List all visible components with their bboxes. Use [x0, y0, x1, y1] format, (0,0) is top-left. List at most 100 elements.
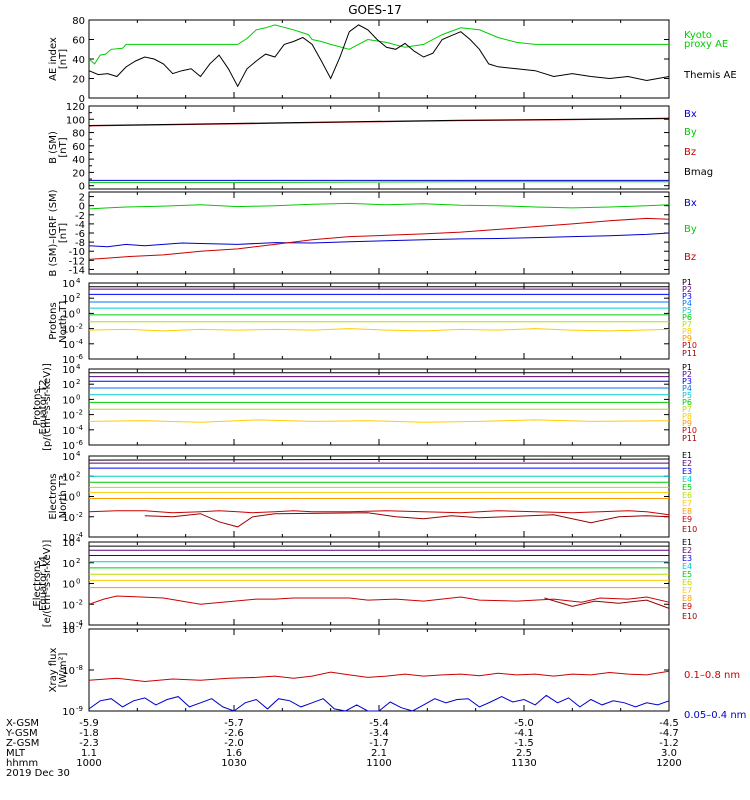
ytick-label-bigrf: -14	[69, 265, 85, 276]
legend-pe-7: P8	[682, 412, 692, 421]
legend-en-9: E10	[682, 525, 697, 534]
xaxis-value-z-gsm: -1.2	[659, 738, 679, 749]
ytick-label-bigrf: -6	[75, 229, 85, 240]
legend-pn-2: P3	[682, 292, 692, 301]
xaxis-value-z-gsm: -1.7	[369, 738, 389, 749]
ytick-label-ae: 80	[72, 16, 85, 27]
ytick-exponent-pn: 0	[76, 307, 80, 315]
legend-bigrf-0: Bx	[684, 198, 697, 209]
legend-pe-5: P6	[682, 398, 692, 407]
ytick-exponent-ee: 2	[76, 557, 80, 565]
legend-ee-4: E5	[682, 570, 692, 579]
ylabel-xray: Xray flux	[48, 648, 59, 693]
ytick-label-bsm: 100	[66, 115, 85, 126]
xaxis-value-hhmm: 1030	[221, 758, 246, 769]
ytick-label-ee: 10	[62, 621, 75, 632]
ytick-label-bsm: 120	[66, 102, 85, 113]
ytick-label-pn: 10	[62, 309, 75, 320]
ytick-label-en: 10	[62, 452, 75, 463]
xaxis-value-x-gsm: -5.9	[79, 718, 99, 729]
ylabel-pe: Protons	[32, 388, 43, 425]
ytick-label-ae: 0	[79, 94, 85, 105]
legend-pe-8: P9	[682, 419, 692, 428]
legend-ee-5: E6	[682, 578, 692, 587]
legend-ee-6: E7	[682, 586, 692, 595]
ytick-exponent-pn: -4	[76, 338, 84, 346]
legend-bsm-3: Bmag	[684, 167, 713, 178]
xaxis-value-x-gsm: -5.4	[369, 718, 389, 729]
xaxis-value-mlt: 3.0	[661, 748, 677, 759]
ytick-label-ae: 20	[72, 75, 85, 86]
ytick-label-xray: 10	[62, 625, 75, 636]
xaxis-value-x-gsm: -5.0	[514, 718, 534, 729]
ytick-exponent-pn: 2	[76, 292, 80, 300]
legend-en-0: E1	[682, 451, 692, 460]
ytick-label-pn: 10	[62, 340, 75, 351]
ytick-label-bsm: 40	[72, 155, 85, 166]
legend-pn-8: P9	[682, 334, 692, 343]
series-en-e10	[144, 512, 670, 528]
xaxis-value-y-gsm: -4.7	[659, 728, 679, 739]
ylabel-en: Electrons	[48, 473, 59, 519]
legend-pn-1: P2	[682, 285, 692, 294]
ytick-label-ae: 60	[72, 36, 85, 47]
ytick-exponent-ee: 0	[76, 578, 80, 586]
ytick-label-ee: 10	[62, 538, 75, 549]
ytick-label-en: 10	[62, 533, 75, 544]
xaxis-value-y-gsm: -4.1	[514, 728, 534, 739]
ytick-label-bigrf: -2	[75, 211, 85, 222]
legend-en-8: E9	[682, 515, 692, 524]
series-ee-e10	[544, 597, 670, 609]
ytick-label-pe: 10	[62, 380, 75, 391]
ytick-exponent-pe: -4	[76, 424, 84, 432]
ytick-label-bsm: 80	[72, 129, 85, 140]
ytick-label-en: 10	[62, 493, 75, 504]
legend-bigrf-2: Bz	[684, 252, 696, 263]
ytick-label-ae: 40	[72, 55, 85, 66]
legend-xray-0: 0.1–0.8 nm	[684, 670, 740, 681]
legend-pe-3: P4	[682, 384, 692, 393]
ytick-label-pe: 10	[62, 395, 75, 406]
xaxis-value-mlt: 1.1	[81, 748, 97, 759]
ytick-label-bigrf: -12	[69, 256, 85, 267]
legend-pn-10: P11	[682, 349, 697, 358]
ytick-label-pn: 10	[62, 294, 75, 305]
legend-xray-1: 0.05–0.4 nm	[684, 710, 746, 721]
legend-pe-9: P10	[682, 426, 697, 435]
xaxis-value-mlt: 2.1	[371, 748, 387, 759]
legend-en-1: E2	[682, 459, 692, 468]
series-bigrf-bx	[88, 232, 670, 248]
xaxis-row-label-mlt: MLT	[6, 748, 26, 759]
plot-title: GOES-17	[348, 3, 402, 17]
ytick-exponent-xray: -9	[76, 705, 83, 713]
legend-pe-10: P11	[682, 434, 697, 443]
series-bigrf-by	[88, 202, 670, 210]
ylabel-ee: [e/(cm²-s-sr-keV)]	[42, 540, 53, 628]
ytick-exponent-xray: -8	[76, 664, 83, 672]
legend-pe-1: P2	[682, 370, 692, 379]
series-ae-kyoto-proxy-ae	[88, 24, 669, 65]
legend-pe-2: P3	[682, 377, 692, 386]
ytick-label-pn: 10	[62, 325, 75, 336]
legend-pe-6: P7	[682, 405, 692, 414]
legend-pn-0: P1	[682, 278, 692, 287]
legend-pn-7: P8	[682, 327, 692, 336]
series-pe-p8	[88, 419, 670, 423]
ytick-label-bsm: 20	[72, 168, 85, 179]
ytick-label-ee: 10	[62, 600, 75, 611]
ytick-label-bigrf: -8	[75, 238, 85, 249]
ytick-label-pe: 10	[62, 441, 75, 452]
ytick-label-pn: 10	[62, 279, 75, 290]
series-bsm-by	[89, 181, 669, 183]
legend-ee-2: E3	[682, 554, 692, 563]
legend-en-3: E4	[682, 475, 692, 484]
series-en-e9	[88, 510, 670, 516]
xaxis-value-x-gsm: -4.5	[659, 718, 679, 729]
legend-ee-0: E1	[682, 538, 692, 547]
legend-bsm-2: Bz	[684, 147, 696, 158]
xaxis-value-z-gsm: -2.0	[224, 738, 244, 749]
panel-frame-ee	[88, 541, 670, 626]
legend-ae-2: Themis AE	[683, 70, 737, 81]
legend-ee-8: E9	[682, 602, 692, 611]
ytick-label-en: 10	[62, 513, 75, 524]
